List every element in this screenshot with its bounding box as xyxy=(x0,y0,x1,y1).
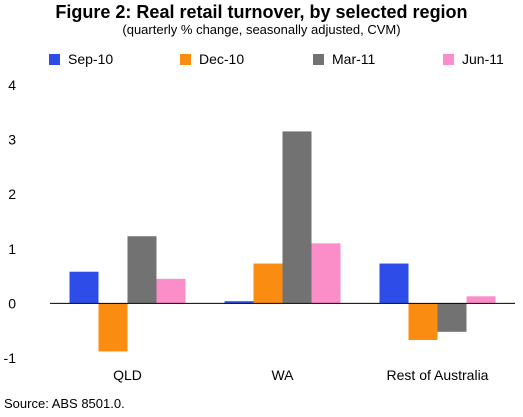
bar-qld-jun-11 xyxy=(156,278,186,304)
bar-qld-mar-11 xyxy=(127,236,157,304)
legend-label-dec-10: Dec-10 xyxy=(199,51,245,67)
y-tick-label: 2 xyxy=(8,186,16,202)
y-tick-label: 0 xyxy=(8,295,16,311)
y-tick-label: 1 xyxy=(8,241,16,257)
legend-item-sep-10: Sep-10 xyxy=(49,50,113,68)
bar-rest-of-australia-dec-10 xyxy=(408,303,438,340)
bar-rest-of-australia-jun-11 xyxy=(466,296,496,304)
chart-title: Figure 2: Real retail turnover, by selec… xyxy=(55,2,468,22)
legend-item-mar-11: Mar-11 xyxy=(313,50,375,68)
bar-rest-of-australia-sep-10 xyxy=(379,263,409,304)
legend-swatch-mar-11 xyxy=(313,53,324,65)
source-note: Source: ABS 8501.0. xyxy=(4,396,125,411)
bar-wa-jun-11 xyxy=(311,243,341,304)
x-category-label-rest-of-australia: Rest of Australia xyxy=(387,367,489,383)
x-category-label-qld: QLD xyxy=(113,367,142,383)
legend-label-mar-11: Mar-11 xyxy=(332,51,376,67)
y-tick-label: 4 xyxy=(8,77,16,93)
y-tick-label: 3 xyxy=(8,132,16,148)
y-tick-label: -1 xyxy=(4,350,17,366)
legend: Sep-10 Dec-10 Mar-11 Jun-11 xyxy=(0,50,523,68)
legend-swatch-sep-10 xyxy=(49,53,60,65)
legend-item-dec-10: Dec-10 xyxy=(180,50,244,68)
legend-item-jun-11: Jun-11 xyxy=(443,50,504,68)
legend-label-sep-10: Sep-10 xyxy=(68,51,114,67)
x-category-label-wa: WA xyxy=(271,367,294,383)
bar-wa-dec-10 xyxy=(253,263,283,304)
legend-label-jun-11: Jun-11 xyxy=(462,51,504,67)
legend-swatch-dec-10 xyxy=(180,53,191,65)
bar-qld-sep-10 xyxy=(69,271,99,304)
chart-subtitle: (quarterly % change, seasonally adjusted… xyxy=(122,22,401,37)
bar-wa-mar-11 xyxy=(282,131,312,304)
bar-rest-of-australia-mar-11 xyxy=(437,303,467,332)
legend-swatch-jun-11 xyxy=(443,53,454,65)
bar-qld-dec-10 xyxy=(98,303,128,352)
bar-wa-sep-10 xyxy=(224,301,254,304)
